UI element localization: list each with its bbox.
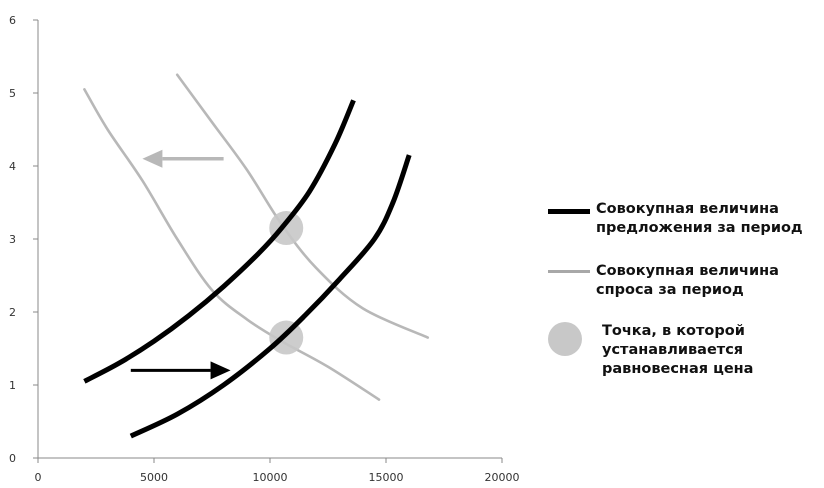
arrow-head <box>210 361 231 380</box>
chart-marks <box>83 73 430 439</box>
x-tick-label: 10000 <box>253 471 288 484</box>
equilibrium-point-1 <box>269 211 304 246</box>
y-tick-label: 0 <box>9 452 16 465</box>
legend: Совокупная величина предложения за перио… <box>548 200 824 379</box>
legend-label-equilibrium: Точка, в которой устанавливается равнове… <box>602 323 754 377</box>
shift-arrow-2 <box>130 361 231 380</box>
x-tick-label: 0 <box>35 471 42 484</box>
x-tick-label: 20000 <box>485 471 520 484</box>
x-tick-label: 15000 <box>369 471 404 484</box>
legend-item-supply: Совокупная величина предложения за перио… <box>548 200 824 262</box>
y-tick-label: 5 <box>9 87 16 100</box>
supply-swatch <box>548 209 590 214</box>
legend-label-demand: Совокупная величина спроса за период <box>596 263 779 298</box>
demand-curve-2 <box>83 88 381 401</box>
legend-item-demand: Совокупная величина спроса за период <box>548 262 824 322</box>
axes <box>33 19 503 463</box>
demand-swatch <box>548 270 590 273</box>
x-tick-label: 5000 <box>140 471 168 484</box>
supply-curve-2 <box>129 154 412 439</box>
supply-curve-1 <box>83 99 356 384</box>
legend-item-equilibrium: Точка, в которой устанавливается равнове… <box>548 322 824 379</box>
legend-label-supply: Совокупная величина предложения за перио… <box>596 201 803 236</box>
equilibrium-swatch <box>548 322 582 356</box>
y-tick-label: 1 <box>9 379 16 392</box>
y-tick-label: 4 <box>9 160 16 173</box>
y-tick-label: 6 <box>9 14 16 27</box>
y-tick-label: 3 <box>9 233 16 246</box>
y-tick-label: 2 <box>9 306 16 319</box>
arrow-head <box>142 149 163 168</box>
shift-arrow-1 <box>142 149 224 168</box>
tick-labels: 0 5000 10000 15000 20000 0 1 2 3 4 5 6 <box>9 14 520 484</box>
